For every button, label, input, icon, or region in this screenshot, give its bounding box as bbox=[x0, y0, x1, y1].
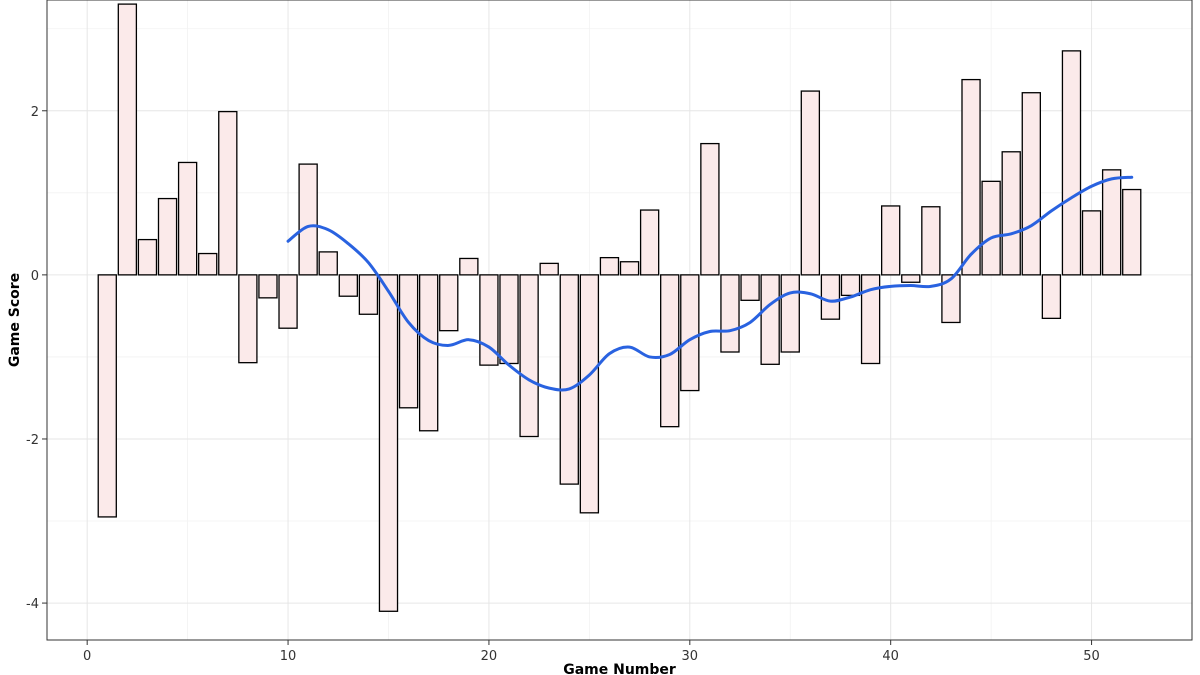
y-tick-label: -4 bbox=[26, 597, 39, 612]
bar-game-38 bbox=[840, 274, 861, 297]
bar-game-8 bbox=[238, 274, 258, 364]
bar-game-15 bbox=[378, 274, 399, 612]
bar-game-37 bbox=[820, 274, 841, 320]
bar-game-10 bbox=[278, 274, 298, 329]
bar-game-24 bbox=[559, 274, 579, 485]
bar-game-52 bbox=[1122, 188, 1142, 276]
grid-layer bbox=[47, 0, 1192, 640]
bar-game-43 bbox=[941, 274, 961, 324]
bar-game-50 bbox=[1081, 210, 1102, 276]
trend-line-layer bbox=[286, 175, 1134, 392]
bar-game-32 bbox=[720, 274, 740, 353]
panel-border bbox=[46, 0, 1193, 641]
bars-layer bbox=[97, 3, 1142, 612]
bar-game-25 bbox=[579, 274, 600, 514]
bar-game-30 bbox=[680, 274, 700, 392]
bar-game-47 bbox=[1021, 92, 1041, 276]
bar-game-36 bbox=[800, 90, 821, 276]
bar-game-2 bbox=[117, 3, 138, 276]
bar-game-51 bbox=[1101, 169, 1122, 276]
bar-game-19 bbox=[459, 257, 479, 276]
bar-game-35 bbox=[780, 274, 800, 353]
bar-game-27 bbox=[619, 261, 640, 276]
axis-layer: 0 10 20 30 40 50 -4 -2 0 2 bbox=[26, 0, 1193, 664]
bar-game-6 bbox=[198, 252, 218, 276]
bar-game-9 bbox=[258, 274, 278, 299]
bar-game-49 bbox=[1061, 50, 1082, 276]
bar-game-20 bbox=[479, 274, 499, 366]
bar-game-33 bbox=[740, 274, 760, 301]
bar-game-11 bbox=[298, 163, 318, 276]
bar-game-28 bbox=[639, 209, 660, 276]
bar-game-42 bbox=[921, 206, 941, 276]
bar-game-45 bbox=[981, 180, 1001, 276]
y-tick-label: 0 bbox=[31, 269, 39, 284]
smoothed-trend-line bbox=[286, 175, 1134, 392]
bar-game-41 bbox=[901, 274, 921, 283]
x-tick-label: 20 bbox=[481, 649, 498, 664]
x-tick-label: 0 bbox=[83, 649, 91, 664]
y-axis-title: Game Score bbox=[7, 273, 23, 367]
bar-game-26 bbox=[599, 256, 620, 276]
x-tick-label: 30 bbox=[682, 649, 699, 664]
x-axis-title: Game Number bbox=[563, 662, 676, 675]
bar-game-34 bbox=[760, 274, 780, 365]
bar-game-1 bbox=[97, 274, 117, 518]
bar-game-40 bbox=[880, 205, 901, 276]
bar-game-46 bbox=[1001, 151, 1021, 276]
bar-game-39 bbox=[860, 274, 881, 365]
bar-game-5 bbox=[177, 161, 198, 276]
x-tick-label: 10 bbox=[280, 649, 297, 664]
y-tick-label: -2 bbox=[26, 433, 39, 448]
bar-game-17 bbox=[418, 274, 439, 432]
bar-game-23 bbox=[539, 262, 559, 276]
bar-game-21 bbox=[499, 274, 519, 365]
bar-game-22 bbox=[519, 274, 539, 438]
x-tick-label: 50 bbox=[1083, 649, 1100, 664]
bar-game-18 bbox=[439, 274, 459, 332]
bar-game-13 bbox=[338, 274, 359, 297]
bar-game-16 bbox=[398, 274, 419, 409]
bar-game-31 bbox=[700, 142, 720, 276]
y-tick-label: 2 bbox=[31, 105, 39, 120]
bar-game-3 bbox=[137, 238, 158, 276]
x-tick-label: 40 bbox=[882, 649, 899, 664]
bar-game-7 bbox=[218, 110, 238, 276]
bar-game-29 bbox=[660, 274, 680, 428]
bar-game-48 bbox=[1041, 274, 1062, 320]
bar-game-44 bbox=[961, 78, 981, 276]
bar-game-14 bbox=[358, 274, 379, 315]
bar-game-12 bbox=[318, 251, 338, 276]
bar-game-4 bbox=[157, 197, 178, 276]
